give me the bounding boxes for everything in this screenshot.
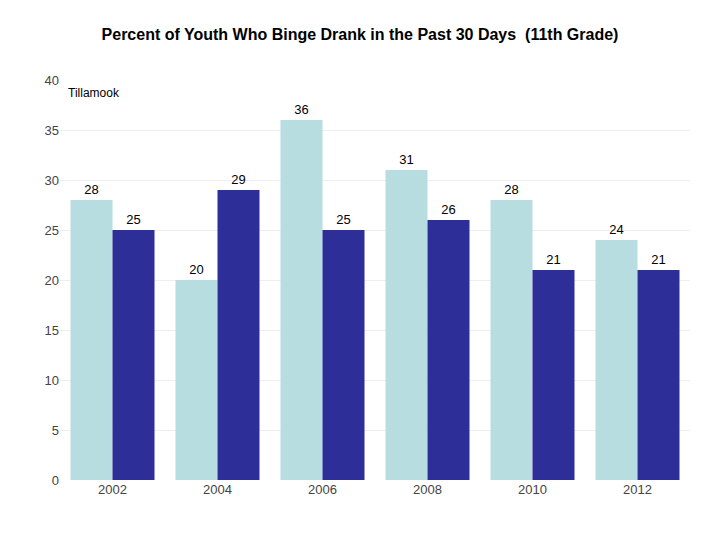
svg-text:2010: 2010 [518, 482, 547, 497]
svg-text:20: 20 [189, 262, 203, 277]
svg-text:28: 28 [504, 182, 518, 197]
svg-text:24: 24 [609, 222, 623, 237]
svg-text:35: 35 [45, 123, 59, 138]
svg-text:36: 36 [294, 102, 308, 117]
svg-text:Tillamook: Tillamook [68, 86, 120, 100]
svg-text:2008: 2008 [413, 482, 442, 497]
svg-text:15: 15 [45, 323, 59, 338]
svg-text:2006: 2006 [308, 482, 337, 497]
svg-text:2002: 2002 [98, 482, 127, 497]
svg-text:10: 10 [45, 373, 59, 388]
svg-text:25: 25 [336, 212, 350, 227]
svg-text:Percent of Youth Who Binge Dra: Percent of Youth Who Binge Drank in the … [102, 26, 619, 43]
svg-text:21: 21 [651, 252, 665, 267]
svg-text:2012: 2012 [623, 482, 652, 497]
svg-text:25: 25 [45, 223, 59, 238]
svg-text:26: 26 [441, 202, 455, 217]
svg-text:40: 40 [45, 73, 59, 88]
svg-text:0: 0 [52, 473, 59, 488]
svg-text:2004: 2004 [203, 482, 232, 497]
svg-text:5: 5 [52, 423, 59, 438]
svg-text:25: 25 [126, 212, 140, 227]
svg-text:29: 29 [231, 172, 245, 187]
svg-text:30: 30 [45, 173, 59, 188]
svg-text:31: 31 [399, 152, 413, 167]
svg-text:21: 21 [546, 252, 560, 267]
svg-text:28: 28 [84, 182, 98, 197]
svg-text:20: 20 [45, 273, 59, 288]
